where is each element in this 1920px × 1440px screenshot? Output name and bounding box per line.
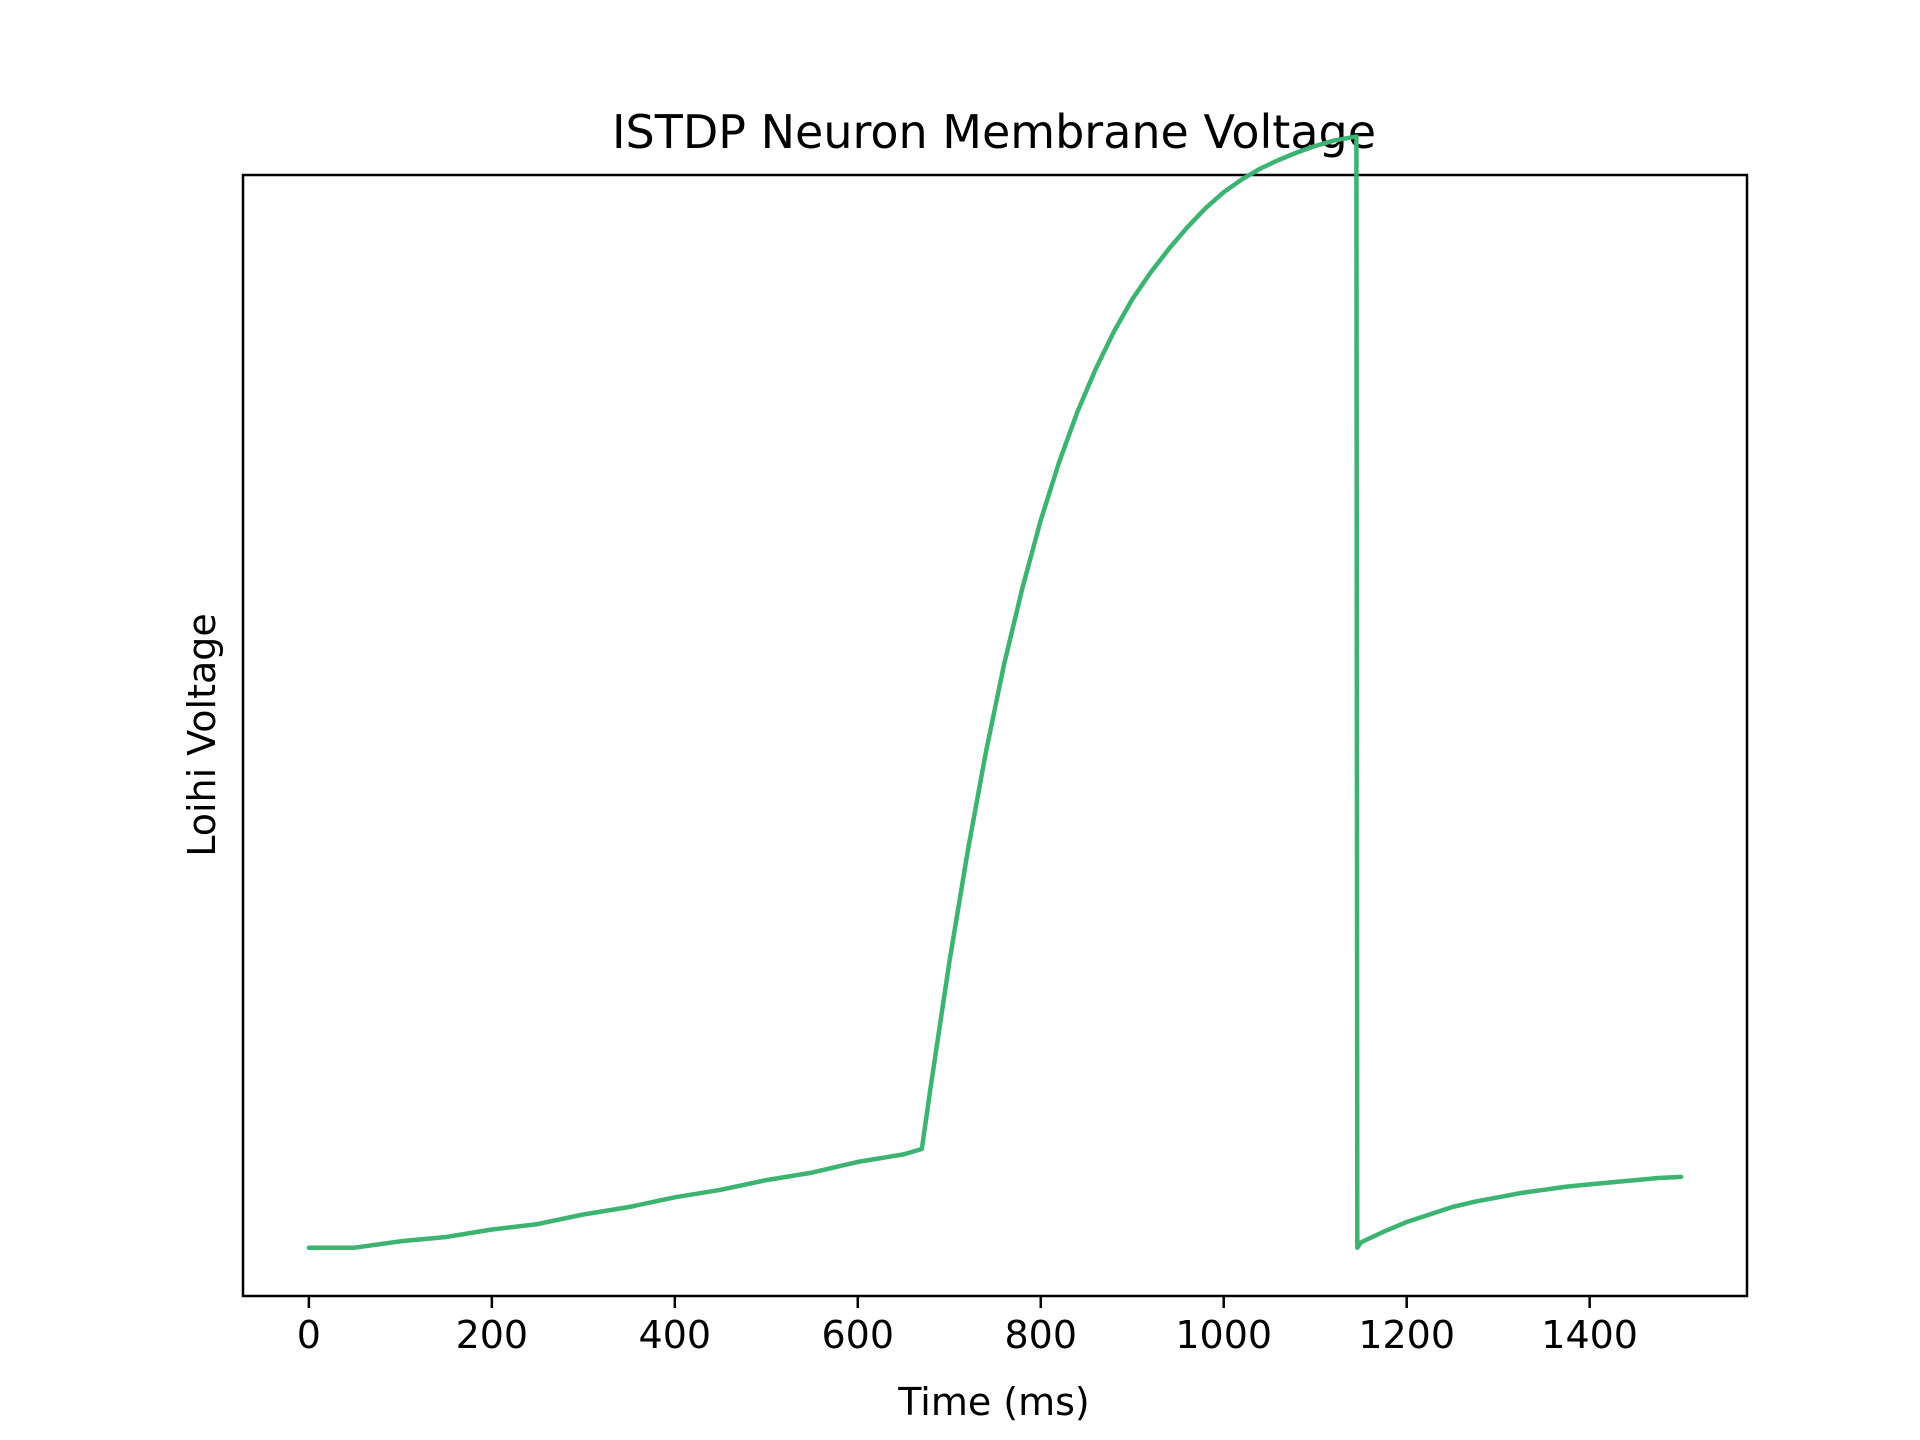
- x-axis-ticks: 0 200 400 600 800 1000 1200 1400: [297, 1296, 1638, 1357]
- x-axis-label: Time (ms): [897, 1380, 1090, 1424]
- plot-frame: [241, 173, 1749, 1298]
- x-tick-label: 600: [822, 1313, 895, 1357]
- x-tick-label: 400: [639, 1313, 712, 1357]
- series-line-0: [306, 134, 1684, 1250]
- x-tick-label: 800: [1004, 1313, 1077, 1357]
- series-layer: [306, 134, 1684, 1250]
- x-tick-label: 1400: [1541, 1313, 1638, 1357]
- x-tick-label: 200: [456, 1313, 529, 1357]
- y-axis-label: Loihi Voltage: [180, 613, 224, 857]
- x-tick-label: 1000: [1175, 1313, 1272, 1357]
- plot-area: [241, 134, 1749, 1298]
- x-tick-label: 1200: [1358, 1313, 1455, 1357]
- x-tick-label: 0: [297, 1313, 321, 1357]
- chart-title: ISTDP Neuron Membrane Voltage: [612, 105, 1376, 159]
